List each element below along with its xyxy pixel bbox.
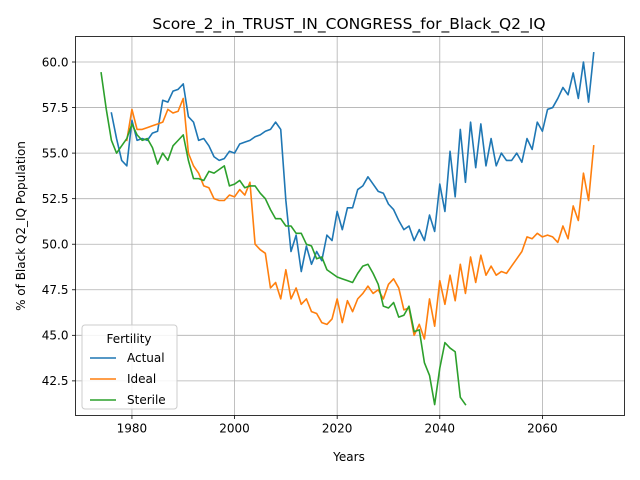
- y-tick-label: 57.5: [42, 101, 69, 115]
- legend-title: Fertility: [106, 332, 151, 346]
- y-tick-label: 55.0: [42, 146, 69, 160]
- legend-label-sterile: Sterile: [127, 393, 166, 407]
- x-tick-label: 1980: [117, 422, 148, 436]
- series-line-actual: [110, 52, 595, 273]
- y-tick-label: 42.5: [42, 374, 69, 388]
- grid: [75, 36, 625, 416]
- plot-frame: [75, 36, 625, 416]
- legend-label-actual: Actual: [127, 351, 165, 365]
- x-tick-label: 2060: [527, 422, 558, 436]
- legend-box: [81, 324, 178, 410]
- y-axis-label: % of Black Q2_IQ Population: [14, 141, 28, 311]
- legend: Fertility Actual Ideal Sterile: [81, 324, 178, 410]
- series-line-sterile: [100, 72, 467, 406]
- series-line-ideal: [125, 97, 595, 340]
- y-tick-label: 47.5: [42, 283, 69, 297]
- y-tick-label: 52.5: [42, 192, 69, 206]
- series-layer: [100, 52, 595, 406]
- y-tick-label: 60.0: [42, 55, 69, 69]
- y-tick-label: 50.0: [42, 238, 69, 252]
- y-tick-label: 45.0: [42, 329, 69, 343]
- x-tick-label: 2000: [219, 422, 250, 436]
- x-tick-label: 2040: [425, 422, 456, 436]
- x-tick-label: 2020: [322, 422, 353, 436]
- chart-title: Score_2_in_TRUST_IN_CONGRESS_for_Black_Q…: [152, 15, 545, 34]
- legend-label-ideal: Ideal: [127, 372, 156, 386]
- ticks: 1980 2000 2020 2040 2060 42.5 45.0 47.5 50.0 52.5…: [42, 55, 558, 435]
- x-axis-label: Years: [332, 450, 365, 464]
